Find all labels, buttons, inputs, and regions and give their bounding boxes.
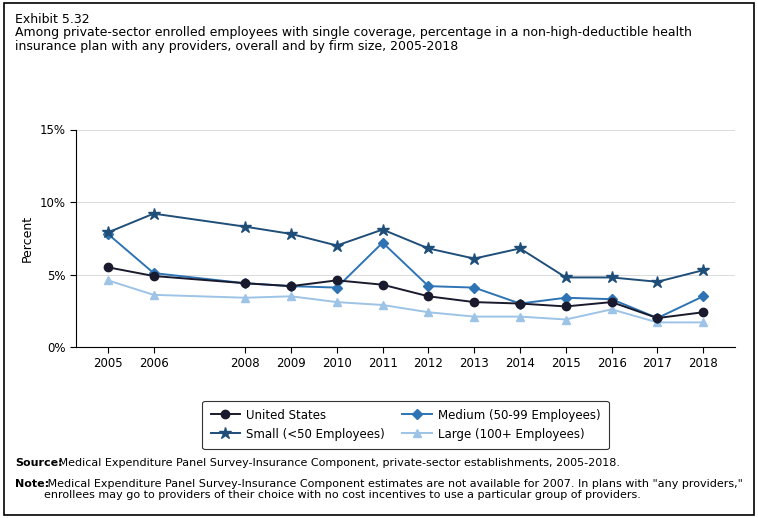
Y-axis label: Percent: Percent (20, 215, 34, 262)
Text: Note:: Note: (15, 479, 49, 488)
Text: Medical Expenditure Panel Survey-Insurance Component estimates are not available: Medical Expenditure Panel Survey-Insuran… (44, 479, 743, 500)
Text: Exhibit 5.32: Exhibit 5.32 (15, 13, 89, 26)
Legend: United States, Small (<50 Employees), Medium (50-99 Employees), Large (100+ Empl: United States, Small (<50 Employees), Me… (202, 401, 609, 449)
Text: Source:: Source: (15, 458, 63, 468)
Text: Among private-sector enrolled employees with single coverage, percentage in a no: Among private-sector enrolled employees … (15, 26, 692, 39)
Text: Medical Expenditure Panel Survey-Insurance Component, private-sector establishme: Medical Expenditure Panel Survey-Insuran… (55, 458, 619, 468)
Text: insurance plan with any providers, overall and by firm size, 2005-2018: insurance plan with any providers, overa… (15, 40, 459, 53)
